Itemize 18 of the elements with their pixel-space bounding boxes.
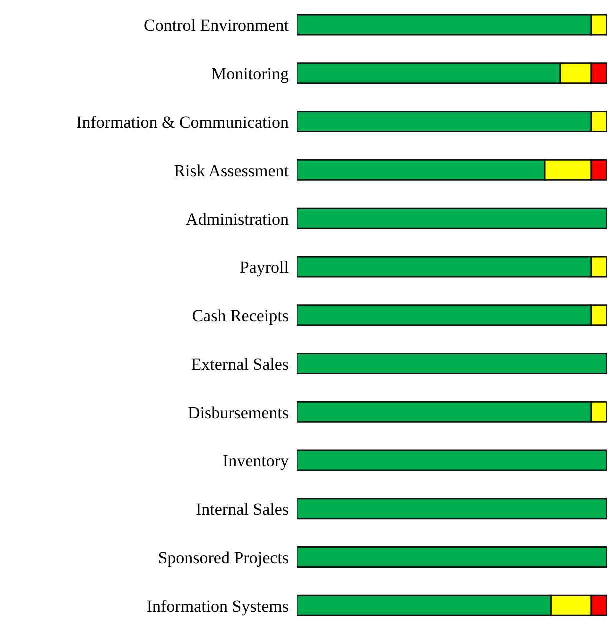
y-tick-label: Cash Receipts xyxy=(192,306,289,326)
y-tick-label: Sponsored Projects xyxy=(158,548,289,568)
bar xyxy=(297,450,607,472)
y-tick-label: Inventory xyxy=(222,452,290,471)
bar xyxy=(297,208,607,230)
bar xyxy=(297,498,607,520)
y-tick-label: Information Systems xyxy=(146,596,289,616)
y-tick-label: External Sales xyxy=(191,354,289,374)
y-tick-label: Administration xyxy=(186,210,290,229)
y-tick-label: Disbursements xyxy=(188,403,289,422)
bar xyxy=(297,546,607,568)
bar xyxy=(297,352,607,374)
y-tick-label: Payroll xyxy=(240,258,290,278)
y-tick-label: Internal Sales xyxy=(196,500,289,520)
y-tick-label: Control Environment xyxy=(144,16,290,36)
y-tick-label: Risk Assessment xyxy=(174,161,290,180)
y-tick-label: Monitoring xyxy=(212,64,290,84)
y-tick-label: Information & Communication xyxy=(76,112,290,132)
